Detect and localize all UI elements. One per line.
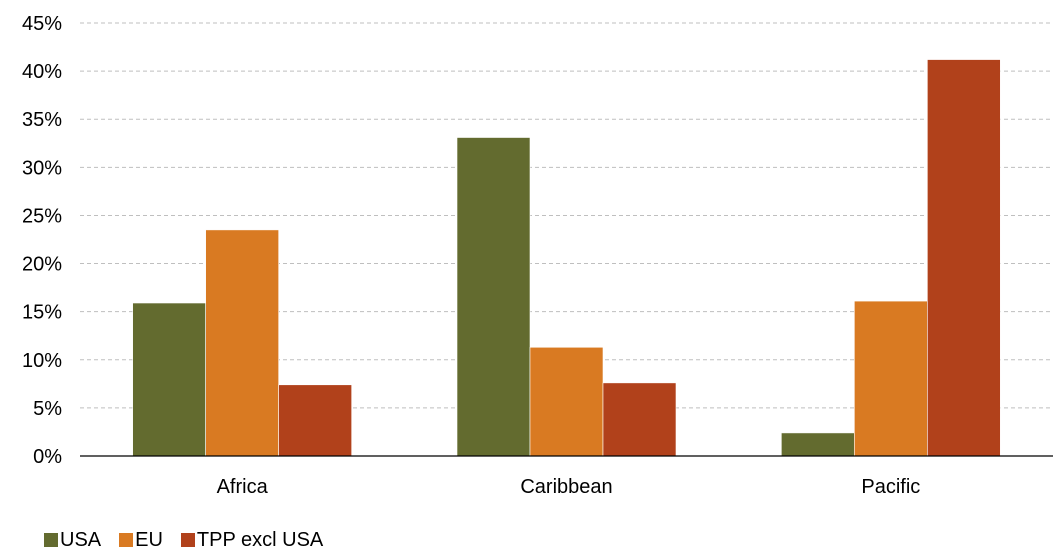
legend-item: EU [119,529,163,552]
legend-swatch [44,533,58,547]
bar-eu-pacific [854,300,928,457]
legend-item: TPP excl USA [180,528,324,552]
y-tick-label: 45% [22,13,62,35]
x-category-label: Pacific [861,476,920,498]
legend-swatch [119,533,134,547]
y-tick-label: 5% [33,398,62,420]
bar-usa-africa [132,302,206,457]
y-tick-label: 25% [22,205,62,227]
bar-usa-caribbean [456,137,531,457]
bar-eu-africa [205,229,279,457]
bar-usa-pacific [781,432,855,457]
bar-eu-caribbean [529,346,604,457]
x-axis-categories: Africa Caribbean Pacific [217,476,921,498]
bar-chart: 0% 5% 10% 15% 20% 25% 30% 35% 40% 45% Africa Carib… [22,13,1053,498]
legend-label: EU [135,528,163,551]
y-axis-ticks: 0% 5% 10% 15% 20% 25% 30% 35% 40% 45% [22,13,62,468]
legend-label: USA [60,528,102,551]
legend-label: TPP excl USA [196,528,324,551]
bar-tpp-excl-usa-africa [278,384,352,457]
y-tick-label: 10% [22,350,62,372]
legend-swatch [180,533,195,547]
x-category-label: Caribbean [520,476,612,498]
y-tick-label: 20% [22,254,62,276]
legend-item: USA [44,529,101,552]
y-tick-label: 0% [33,446,62,468]
bars [132,59,1001,457]
bar-tpp-excl-usa-caribbean [602,382,677,457]
y-tick-label: 30% [22,157,62,179]
y-tick-label: 35% [22,109,62,131]
x-category-label: Africa [217,476,269,498]
y-tick-label: 40% [22,61,62,83]
legend: USA EU TPP excl USA [44,528,341,552]
bar-tpp-excl-usa-pacific [927,59,1001,457]
y-tick-label: 15% [22,302,62,324]
